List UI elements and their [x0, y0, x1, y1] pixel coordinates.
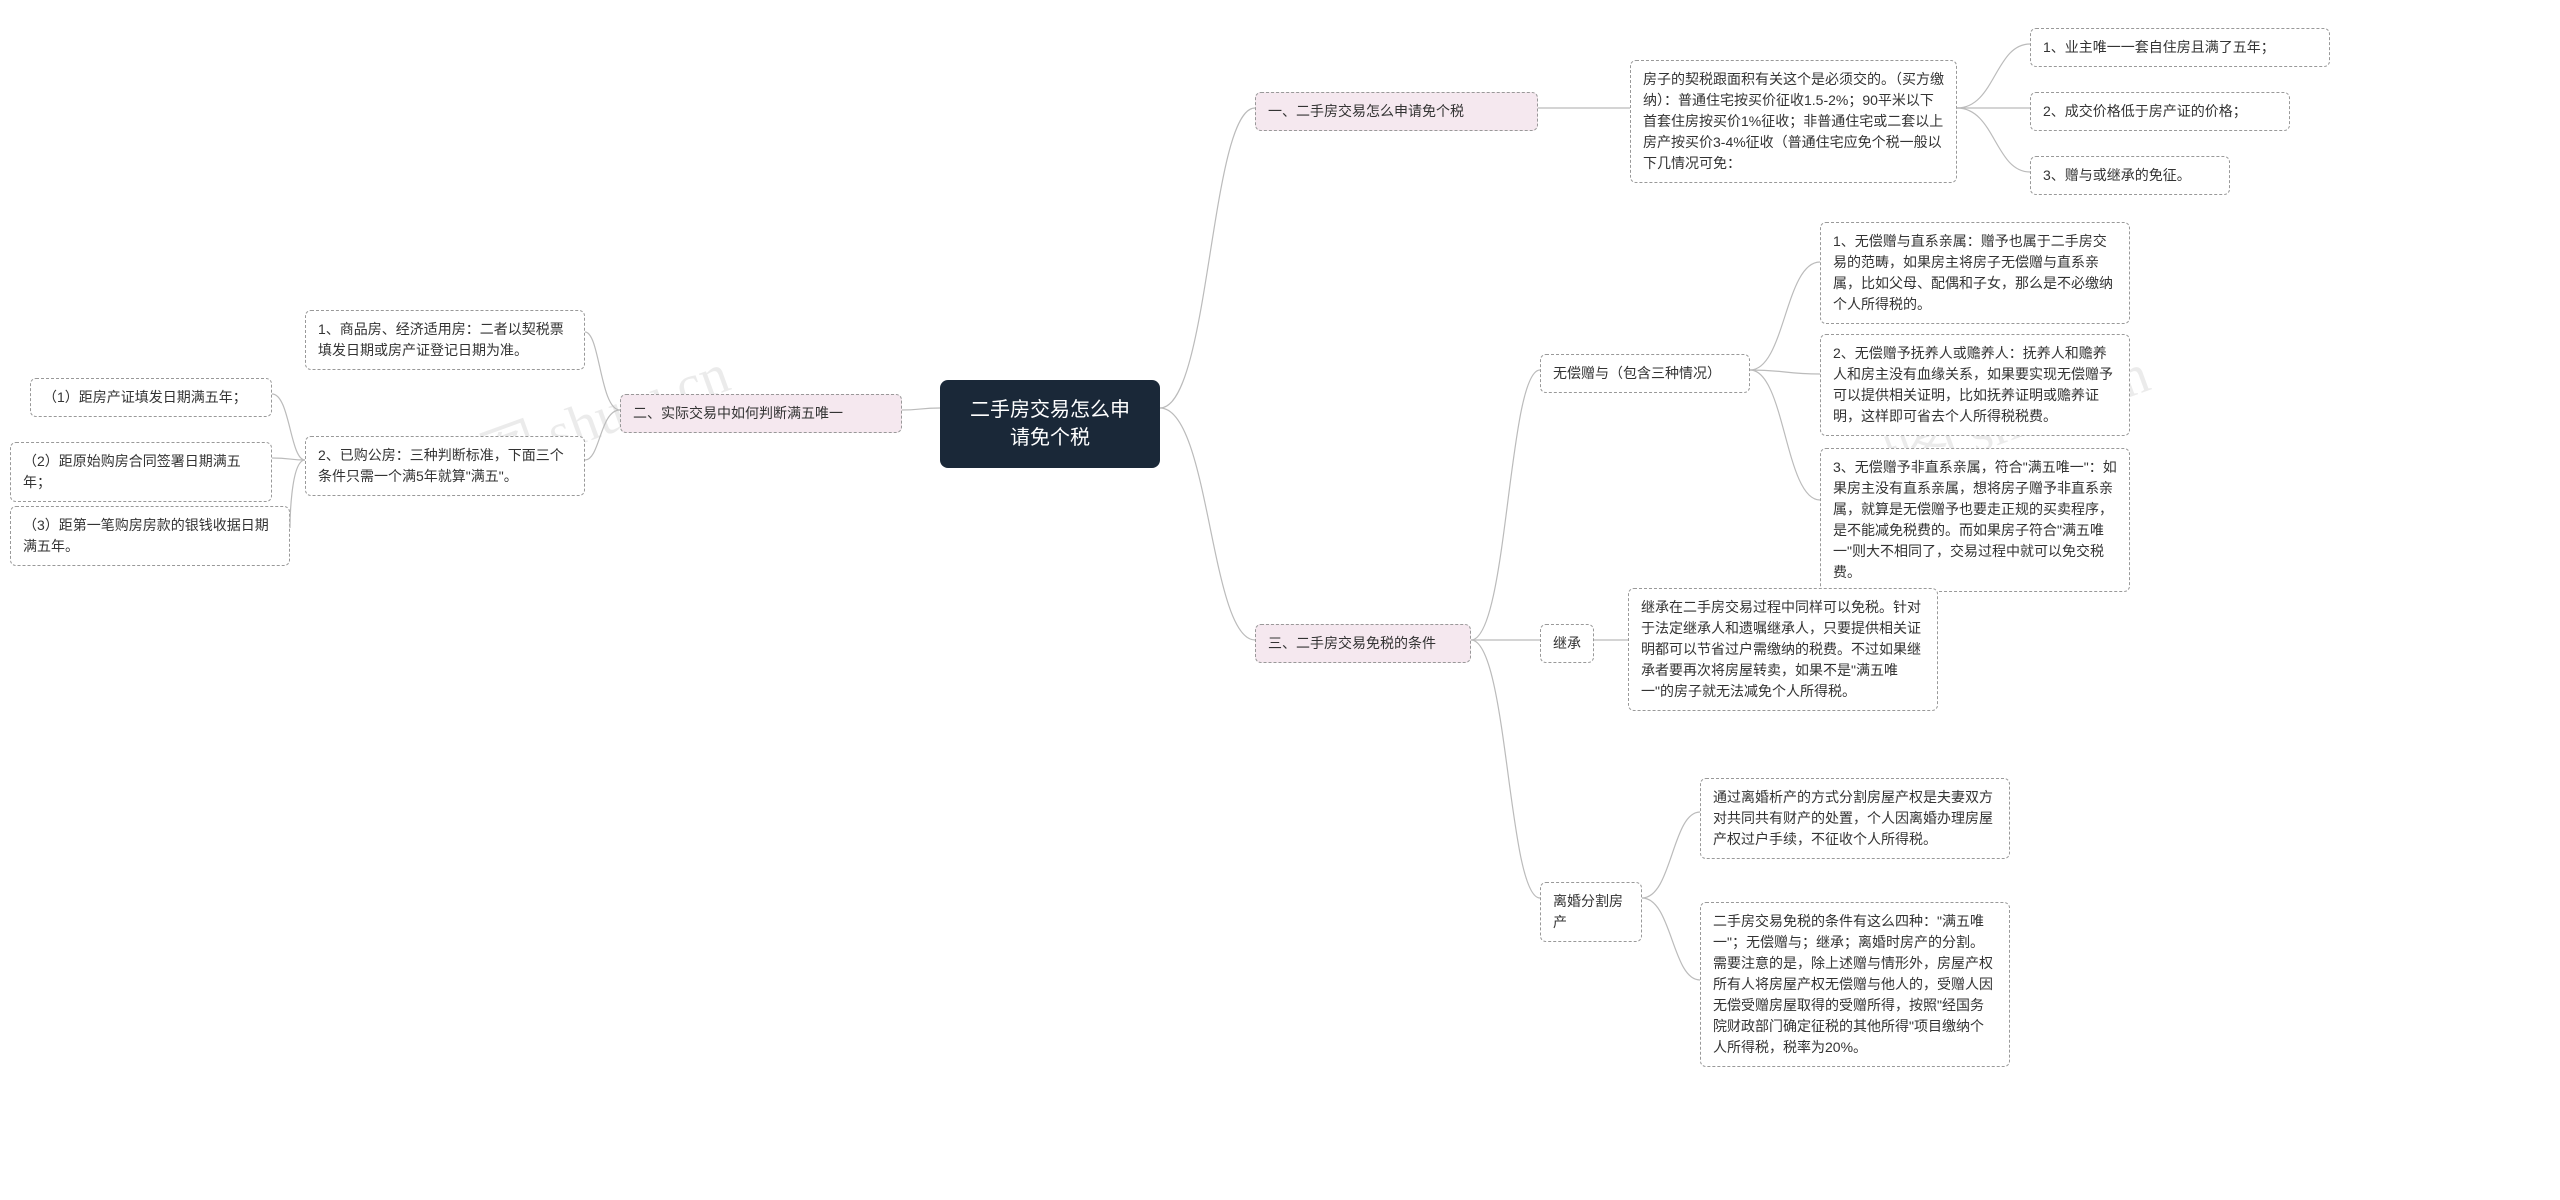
- branch2-item1: 1、商品房、经济适用房：二者以契税票填发日期或房产证登记日期为准。: [305, 310, 585, 370]
- branch1-item-a: 1、业主唯一一套自住房且满了五年；: [2030, 28, 2330, 67]
- branch3-title: 三、二手房交易免税的条件: [1255, 624, 1471, 663]
- branch1-item-c: 3、赠与或继承的免征。: [2030, 156, 2230, 195]
- center-title: 二手房交易怎么申请免个税: [970, 399, 1130, 449]
- branch3-sec1-b: 2、无偿赠予抚养人或赡养人：抚养人和赡养人和房主没有血缘关系，如果要实现无偿赠予…: [1820, 334, 2130, 436]
- branch3-sec3-a: 通过离婚析产的方式分割房屋产权是夫妻双方对共同共有财产的处置，个人因离婚办理房屋…: [1700, 778, 2010, 859]
- branch3-sec2-text: 继承在二手房交易过程中同样可以免税。针对于法定继承人和遗嘱继承人，只要提供相关证…: [1628, 588, 1938, 711]
- branch3-sec3-title: 离婚分割房产: [1540, 882, 1642, 942]
- branch3-sec3-b: 二手房交易免税的条件有这么四种："满五唯一"；无偿赠与；继承；离婚时房产的分割。…: [1700, 902, 2010, 1067]
- branch2-sub-b: （2）距原始购房合同签署日期满五年；: [10, 442, 272, 502]
- branch1-item-b: 2、成交价格低于房产证的价格；: [2030, 92, 2290, 131]
- branch3-sec1-c: 3、无偿赠予非直系亲属，符合"满五唯一"：如果房主没有直系亲属，想将房子赠予非直…: [1820, 448, 2130, 592]
- branch3-sec1-title: 无偿赠与（包含三种情况）: [1540, 354, 1750, 393]
- branch1-title: 一、二手房交易怎么申请免个税: [1255, 92, 1538, 131]
- branch3-sec2-title: 继承: [1540, 624, 1594, 663]
- branch2-title: 二、实际交易中如何判断满五唯一: [620, 394, 902, 433]
- branch2-item2: 2、已购公房：三种判断标准，下面三个条件只需一个满5年就算"满五"。: [305, 436, 585, 496]
- branch3-sec1-a: 1、无偿赠与直系亲属：赠予也属于二手房交易的范畴，如果房主将房子无偿赠与直系亲属…: [1820, 222, 2130, 324]
- branch2-sub-c-final: （3）距第一笔购房房款的银钱收据日期满五年。: [10, 506, 290, 566]
- branch1-desc: 房子的契税跟面积有关这个是必须交的。（买方缴纳）：普通住宅按买价征收1.5-2%…: [1630, 60, 1957, 183]
- center-node: 二手房交易怎么申请免个税: [940, 380, 1160, 468]
- branch2-sub-a: （1）距房产证填发日期满五年；: [30, 378, 272, 417]
